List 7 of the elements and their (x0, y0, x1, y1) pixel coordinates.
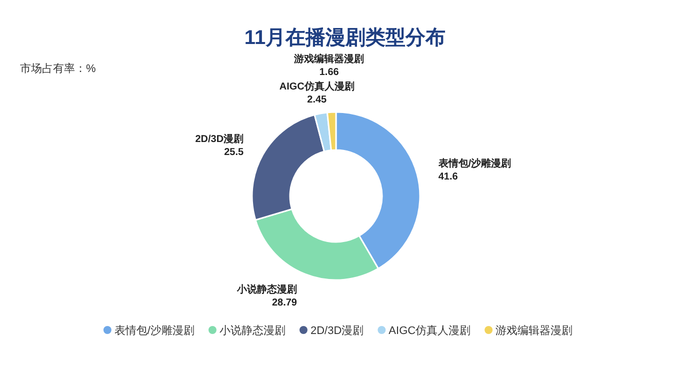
legend-label: AIGC仿真人漫剧 (388, 324, 471, 337)
legend-label: 游戏编辑器漫剧 (496, 324, 573, 337)
legend-label: 小说静态漫剧 (219, 324, 286, 337)
legend-label: 2D/3D漫剧 (310, 325, 364, 337)
chart-title: 11月在播漫剧类型分布 (244, 27, 446, 49)
text: 市场占有率：% (20, 62, 96, 75)
legend-label: 表情包/沙雕漫剧 (114, 324, 194, 337)
